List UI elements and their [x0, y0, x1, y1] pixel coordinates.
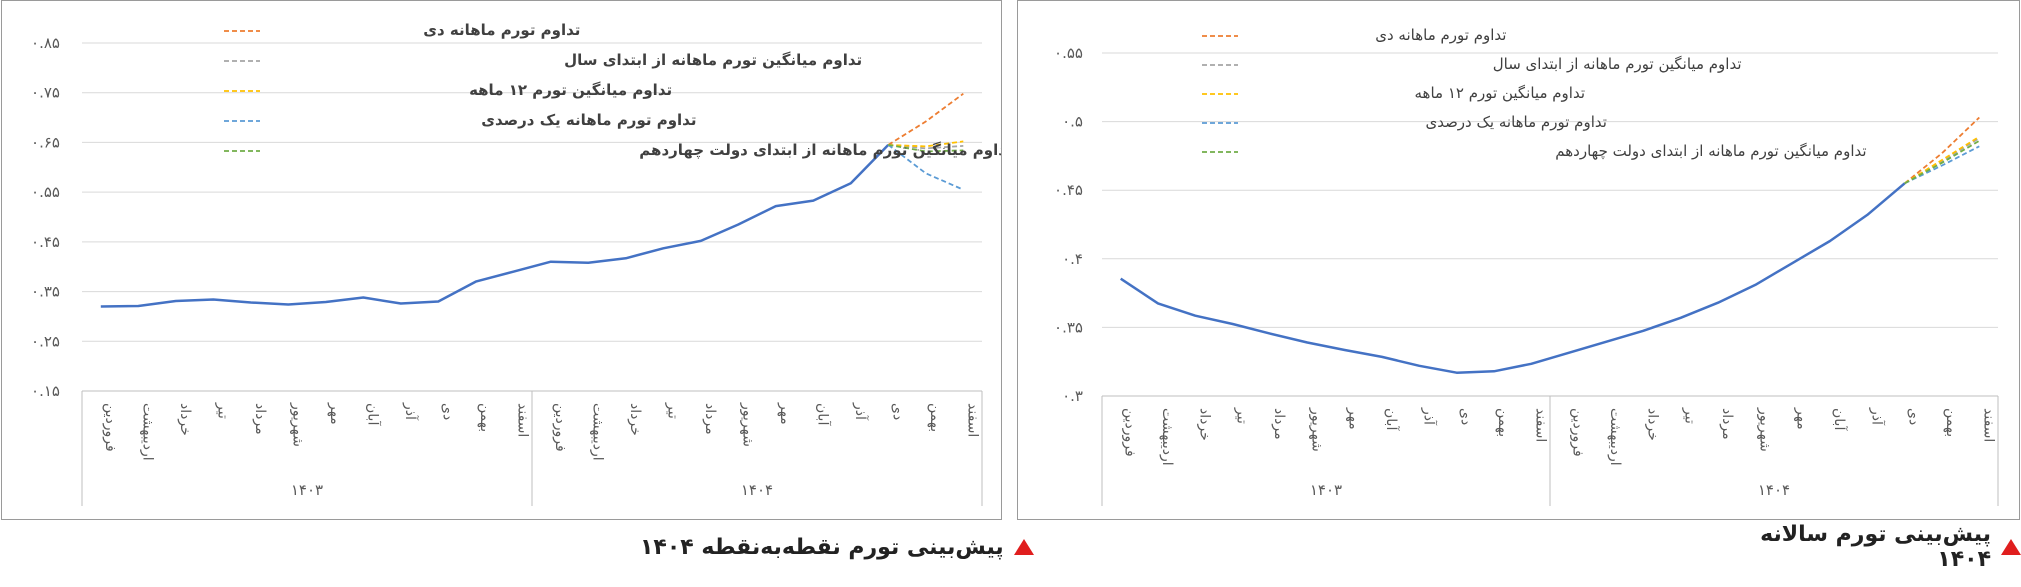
x-group-label: ۱۴۰۴: [741, 481, 773, 499]
x-tick-label: بهمن: [927, 403, 943, 432]
series-line-0: [1120, 182, 1906, 374]
x-tick-label: شهریور: [1756, 407, 1772, 452]
series-line-4: [1904, 145, 1980, 185]
x-tick-label: تیر: [1234, 407, 1250, 424]
series-line-3: [1904, 135, 1980, 185]
x-tick-label: خرداد: [627, 403, 643, 436]
x-tick-label: آبان: [814, 403, 831, 426]
legend-label: تداوم میانگین تورم ۱۲ ماهه: [1415, 84, 1586, 102]
y-tick-label: ۰.۲۵: [31, 332, 60, 350]
legend-label: تداوم تورم ماهانه دی: [423, 21, 580, 39]
series-line-2: [1904, 137, 1980, 185]
x-tick-label: شهریور: [289, 402, 305, 447]
y-tick-label: ۰.۳: [1062, 387, 1083, 405]
x-tick-label: اسفند: [1532, 408, 1548, 442]
x-tick-label: مرداد: [1719, 408, 1735, 440]
legend-label: تداوم میانگین تورم ماهانه از ابتدای سال: [564, 51, 862, 69]
legend-label: تداوم تورم ماهانه یک درصدی: [481, 111, 696, 129]
red-triangle-icon: [1013, 539, 1034, 555]
x-tick-label: اسفند: [1980, 408, 1996, 442]
x-tick-label: مهر: [1794, 407, 1810, 430]
x-tick-label: تیر: [664, 402, 680, 419]
x-tick-label: فروردین: [1570, 408, 1586, 457]
x-tick-label: آذر: [402, 402, 419, 421]
x-tick-label: اردیبهشت: [589, 403, 605, 461]
x-tick-label: مهر: [777, 402, 793, 425]
x-tick-label: مرداد: [702, 403, 718, 435]
x-tick-label: اردیبهشت: [1607, 408, 1623, 466]
x-tick-label: مهر: [327, 402, 343, 425]
y-tick-label: ۰.۴۵: [1054, 181, 1083, 199]
series-line-5: [1904, 140, 1980, 185]
series-line-5: [888, 144, 964, 153]
x-tick-label: مرداد: [252, 403, 268, 435]
x-tick-label: فروردین: [102, 403, 118, 452]
x-tick-label: آبان: [1383, 408, 1400, 431]
series-line-0: [100, 144, 890, 308]
x-group-label: ۱۴۰۴: [1758, 481, 1790, 499]
x-tick-label: بهمن: [1943, 408, 1959, 437]
legend-label: تداوم تورم ماهانه یک درصدی: [1425, 113, 1606, 131]
series-line-3: [888, 140, 964, 148]
x-tick-label: فروردین: [552, 403, 568, 452]
chart-panel-point-to-point: ۰.۱۵ ۰.۲۵ ۰.۳۵ ۰.۴۵ ۰.۵۵ ۰.۶۵ ۰.۷۵ ۰.۸۵ فروردین ا…: [1, 0, 1002, 520]
x-tick-label: خرداد: [1196, 408, 1212, 441]
x-tick-label: اردیبهشت: [139, 403, 155, 461]
series-line-1: [887, 92, 964, 146]
y-tick-label: ۰.۳۵: [1054, 318, 1083, 336]
x-tick-label: دی: [1458, 408, 1474, 425]
x-tick-label: آذر: [1420, 407, 1437, 426]
x-tick-label: شهریور: [739, 402, 755, 447]
series-line-4: [887, 144, 964, 191]
x-tick-label: مهر: [1346, 407, 1362, 430]
red-triangle-icon: [2001, 539, 2021, 555]
legend-label: تداوم میانگین تورم ماهانه از ابتدای سال: [1493, 55, 1742, 73]
point-to-point-inflation-chart: ۰.۱۵ ۰.۲۵ ۰.۳۵ ۰.۴۵ ۰.۵۵ ۰.۶۵ ۰.۷۵ ۰.۸۵ فروردین ا…: [31, 21, 1002, 506]
x-tick-label: دی: [1906, 408, 1922, 425]
y-tick-label: ۰.۳۵: [31, 283, 60, 301]
series-line-1: [1904, 116, 1980, 185]
annual-inflation-chart: ۰.۳ ۰.۳۵ ۰.۴ ۰.۴۵ ۰.۵ ۰.۵۵ فروردین اردیبهشت خردا…: [1054, 26, 1999, 506]
legend-label: تداوم میانگین تورم ماهانه از ابتدای دولت…: [639, 141, 1002, 160]
caption-point-to-point: پیش‌بینی تورم نقطه‌به‌نقطه ۱۴۰۴: [640, 530, 1034, 564]
x-tick-label: دی: [439, 403, 455, 420]
chart-panel-annual: ۰.۳ ۰.۳۵ ۰.۴ ۰.۴۵ ۰.۵ ۰.۵۵ فروردین اردیبهشت خردا…: [1017, 0, 2020, 520]
x-tick-label: شهریور: [1308, 407, 1324, 452]
x-tick-label: خرداد: [1644, 408, 1660, 441]
x-tick-label: آبان: [364, 403, 381, 426]
y-tick-label: ۰.۵: [1062, 113, 1083, 131]
x-tick-label: آذر: [852, 402, 869, 421]
x-tick-label: فروردین: [1122, 408, 1138, 457]
y-tick-label: ۰.۵۵: [1054, 44, 1083, 62]
y-tick-label: ۰.۸۵: [31, 34, 60, 52]
x-tick-label: تیر: [214, 402, 230, 419]
x-tick-label: تیر: [1682, 407, 1698, 424]
x-tick-label: آبان: [1831, 408, 1848, 431]
x-tick-label: مرداد: [1271, 408, 1287, 440]
y-tick-label: ۰.۶۵: [31, 133, 60, 151]
x-tick-label: اسفند: [514, 403, 530, 437]
x-tick-label: آذر: [1868, 407, 1885, 426]
legend-label: تداوم تورم ماهانه دی: [1375, 26, 1506, 44]
caption-annual: پیش‌بینی تورم سالانه ۱۴۰۴: [1700, 522, 2021, 572]
legend-label: تداوم میانگین تورم ۱۲ ماهه: [469, 81, 672, 99]
x-tick-label: اردیبهشت: [1159, 408, 1175, 466]
y-tick-label: ۰.۱۵: [31, 382, 60, 400]
x-group-label: ۱۴۰۳: [1310, 481, 1342, 499]
y-tick-label: ۰.۵۵: [31, 183, 60, 201]
x-group-label: ۱۴۰۳: [291, 481, 323, 499]
x-tick-label: بهمن: [1495, 408, 1511, 437]
y-tick-label: ۰.۷۵: [31, 84, 60, 102]
x-tick-label: بهمن: [477, 403, 493, 432]
x-tick-label: دی: [889, 403, 905, 420]
x-tick-label: خرداد: [177, 403, 193, 436]
y-tick-label: ۰.۴۵: [31, 233, 60, 251]
caption-text: پیش‌بینی تورم نقطه‌به‌نقطه ۱۴۰۴: [640, 534, 1004, 560]
x-tick-label: اسفند: [964, 403, 980, 437]
caption-text: پیش‌بینی تورم سالانه ۱۴۰۴: [1760, 522, 1991, 572]
y-tick-label: ۰.۴: [1062, 250, 1083, 268]
legend-label: تداوم میانگین تورم ماهانه از ابتدای دولت…: [1555, 142, 1866, 160]
